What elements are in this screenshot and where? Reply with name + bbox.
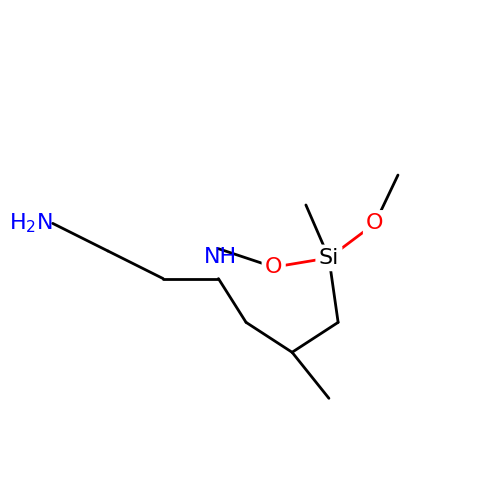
Text: H$_2$N: H$_2$N <box>9 212 53 235</box>
Text: Si: Si <box>319 248 339 268</box>
Text: O: O <box>265 257 283 277</box>
Text: NH: NH <box>204 247 237 267</box>
Text: O: O <box>366 213 384 233</box>
